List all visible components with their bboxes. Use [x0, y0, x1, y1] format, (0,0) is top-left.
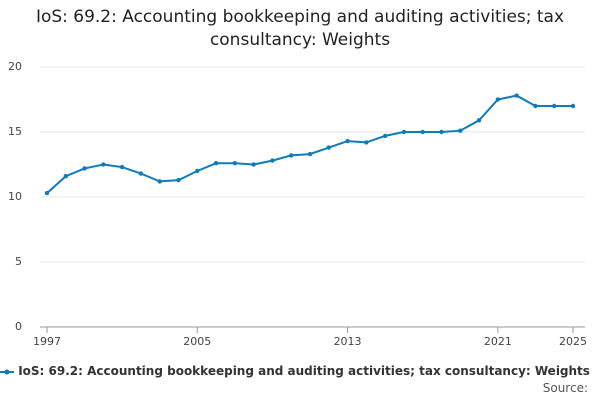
point: [364, 140, 369, 145]
series-line: [46, 94, 573, 194]
chart-title: IoS: 69.2: Accounting bookkeeping and au…: [35, 7, 565, 50]
point: [420, 129, 425, 135]
point: [476, 118, 482, 123]
x-tick-label: 2025: [559, 335, 587, 348]
y-tick-label: 0: [15, 320, 22, 333]
legend: IoS: 69.2: Accounting bookkeeping and au…: [0, 364, 600, 378]
point: [533, 103, 538, 109]
point: [326, 145, 331, 150]
y-tick-label: 10: [8, 190, 22, 203]
x-tick-label: 2005: [183, 335, 211, 348]
point: [176, 177, 181, 183]
point: [552, 103, 557, 109]
chart: 0 5 10 15 20 1997 2005 2013 2021 2025: [8, 60, 587, 348]
point: [401, 129, 407, 135]
point: [44, 190, 50, 196]
y-tick-label: 20: [8, 60, 22, 73]
point: [251, 162, 256, 167]
x-tick-label: 2013: [334, 335, 362, 348]
point: [382, 133, 388, 139]
y-tick-label: 15: [8, 125, 22, 138]
point: [63, 174, 68, 179]
source: Source:: [542, 381, 588, 395]
point: [195, 168, 200, 174]
point: [82, 166, 87, 171]
point: [119, 164, 125, 170]
point: [458, 128, 463, 133]
point: [101, 162, 106, 167]
y-tick-label: 5: [15, 255, 22, 268]
point: [307, 151, 313, 157]
point: [270, 158, 275, 163]
point: [570, 103, 576, 109]
point: [514, 93, 519, 98]
point: [157, 179, 162, 184]
legend-label: IoS: 69.2: Accounting bookkeeping and au…: [18, 364, 590, 378]
point: [345, 138, 350, 144]
legend-swatch: [0, 369, 14, 374]
point: [495, 97, 501, 102]
point: [232, 161, 238, 166]
point: [289, 153, 294, 158]
point: [138, 171, 144, 176]
x-tick-label: 2021: [484, 335, 512, 348]
point: [213, 161, 219, 166]
x-tick-label: 1997: [33, 335, 61, 348]
point: [439, 129, 444, 135]
